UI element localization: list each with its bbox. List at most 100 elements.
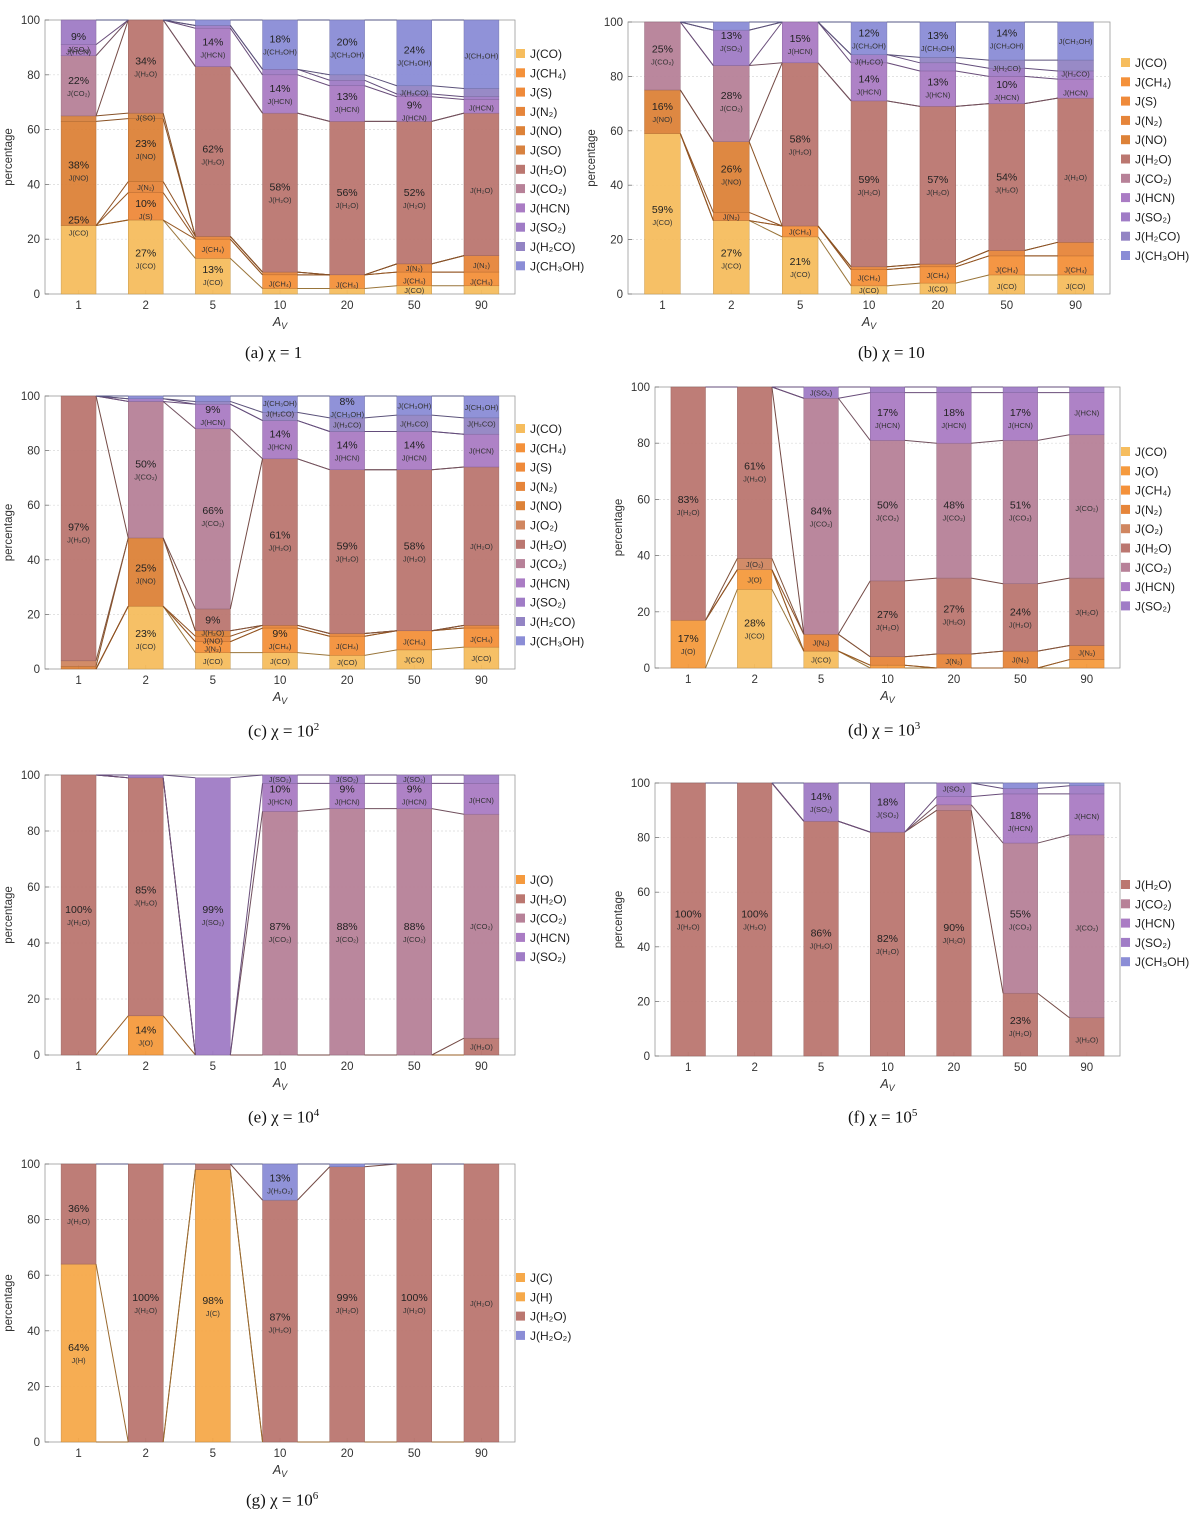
stack-connector-J(O2) <box>162 537 196 631</box>
y-axis-label: percentage <box>3 886 15 944</box>
bar-J(H2O)-5 <box>803 820 839 1057</box>
data-label-species: J(NO) <box>136 152 156 161</box>
stack-connector-J(NO) <box>886 263 920 268</box>
legend-swatch-J(HCN) <box>1121 918 1130 928</box>
legend-swatch-J(SO2) <box>1121 601 1130 611</box>
bar-J(SO2)-1 <box>60 19 97 45</box>
data-label-pct: 64% <box>68 1342 89 1354</box>
bar-J(CH3OH)-50 <box>988 21 1025 61</box>
legend-item-J(HCN): J(HCN) <box>1135 580 1175 594</box>
stack-connector-J(H2O) <box>297 1166 331 1201</box>
bar-J(HCN)-90 <box>1069 793 1105 836</box>
data-label-species: J(CO₂) <box>403 935 426 944</box>
y-tick-label: 40 <box>27 179 40 191</box>
chart-panel-a: 0 20 40 60 80 100 percentage 1 2 5 10 20 50 90 AV 25% J(… <box>0 0 600 370</box>
bar-J(NO)-2 <box>128 118 164 182</box>
stack-connector-J(CO2) <box>837 397 871 441</box>
stack-connector-J(HCN) <box>817 21 852 64</box>
bar-J(N2)-10 <box>262 271 298 276</box>
y-tick-label: 80 <box>637 438 650 450</box>
stack-connector-J(O2) <box>431 624 465 632</box>
stack-connector-J(SO2) <box>297 420 330 432</box>
bar-J(H2O)-2 <box>737 386 773 559</box>
stack-connector-J(HCN) <box>971 793 1004 798</box>
data-label-species: J(CH₄) <box>202 245 225 254</box>
legend-item-J(CH4): J(CH₄) <box>530 441 566 455</box>
y-axis-label: percentage <box>3 1274 15 1332</box>
bar-J(CO2)-20 <box>936 804 972 811</box>
data-label-species: J(H₂O) <box>269 1325 292 1334</box>
data-label-pct: 90% <box>943 922 964 934</box>
stack-connector-J(CO2) <box>162 19 196 67</box>
data-label-pct: 12% <box>858 27 879 39</box>
data-label-species: J(H₂O) <box>470 1043 493 1052</box>
data-label-species: J(H₂O) <box>470 542 493 551</box>
stack-connector-J(H2CO) <box>749 21 783 31</box>
caption-g: (g) χ = 106 <box>246 1490 319 1510</box>
data-label-species: J(CO) <box>1066 282 1086 291</box>
chart-panel-e: 0 20 40 60 80 100 percentage 1 2 5 10 20 50 90 AV 100% J… <box>0 757 600 1137</box>
legend-swatch-J(HCN) <box>516 932 525 942</box>
bar-J(CH3OH)-90 <box>463 395 500 419</box>
data-label-species: J(N₂) <box>723 212 741 221</box>
legend-swatch-J(H2O2) <box>516 1330 525 1340</box>
legend-swatch-J(C) <box>516 1273 525 1282</box>
stack-connector-J(N2) <box>748 211 783 227</box>
x-tick-label: 1 <box>685 674 691 686</box>
y-tick-label: 80 <box>27 1215 40 1227</box>
bar-J(CH3OH)-90 <box>1057 21 1094 61</box>
bar-J(H2O)-10 <box>262 112 298 273</box>
data-label-pct: 9% <box>272 628 287 640</box>
data-label-species: J(HCN) <box>402 454 427 463</box>
legend-item-J(CH3OH): J(CH₃OH) <box>530 634 584 648</box>
stack-connector-J(H2CO) <box>364 414 397 419</box>
bar-J(NO)-2 <box>128 537 164 607</box>
legend-swatch-J(CO) <box>516 49 525 58</box>
y-tick-label: 60 <box>610 126 623 138</box>
y-tick-label: 40 <box>27 555 40 567</box>
stack-connector-J(CH4) <box>771 569 805 652</box>
x-tick-label: 5 <box>818 1062 824 1074</box>
bar-J(H2O)-1 <box>670 386 706 621</box>
data-label-pct: 14% <box>337 440 358 452</box>
legend-item-J(CO2): J(CO₂) <box>530 912 567 926</box>
y-tick-label: 40 <box>610 180 623 192</box>
bar-J(C)-5 <box>195 1169 231 1443</box>
y-tick-label: 100 <box>631 778 650 790</box>
stack-connector-J(N2) <box>162 605 196 637</box>
legend-item-J(CH4): J(CH₄) <box>1135 484 1171 498</box>
data-label-species: J(H₂O) <box>67 918 90 927</box>
x-tick-label: 50 <box>408 675 421 687</box>
data-label-species: J(CO) <box>745 632 765 641</box>
bar-J(CH4)-10 <box>262 627 298 653</box>
stack-connector-J(O2) <box>364 630 397 635</box>
legend-swatch-J(CO2) <box>1121 899 1130 909</box>
data-label-species: J(H₂O) <box>1009 1029 1032 1038</box>
legend-item-J(CO2): J(CO₂) <box>530 182 567 196</box>
x-tick-label: 10 <box>881 674 894 686</box>
legend-item-J(CO): J(CO) <box>530 422 562 436</box>
bar-J(H2O)-1 <box>60 395 97 662</box>
data-label-species: J(HCN) <box>875 421 900 430</box>
chart-svg-a: 0 20 40 60 80 100 percentage 1 2 5 10 20 50 90 AV 25% J(… <box>3 15 584 331</box>
stack-connector-J(N2) <box>95 605 129 670</box>
data-label-pct: 17% <box>678 633 699 645</box>
stack-connector-J(CO2) <box>431 112 465 122</box>
stack-connector-J(H2O) <box>431 1037 465 1056</box>
bar-J(SO2)-50 <box>1002 386 1038 393</box>
data-label-pct: 100% <box>741 909 768 921</box>
bar-J(HCN)-90 <box>1069 392 1105 436</box>
bar-J(H2O)-1 <box>60 1163 97 1265</box>
data-label-species: J(H₂O) <box>677 923 700 932</box>
data-label-species: J(CO₂) <box>134 473 157 482</box>
bar-J(H2O)-10 <box>869 831 906 1057</box>
stack-connector-J(S) <box>679 133 714 221</box>
bar-J(SO2)-20 <box>919 62 957 72</box>
bar-J(HCN)-50 <box>988 76 1025 104</box>
data-label-pct: 13% <box>721 30 742 42</box>
x-tick-label: 5 <box>210 300 216 312</box>
data-label-species: J(HCN) <box>268 798 293 807</box>
stack-connector-J(CO) <box>431 646 465 651</box>
stack-connector-J(NO) <box>1024 241 1058 251</box>
data-label-species: J(HCN) <box>66 48 91 57</box>
